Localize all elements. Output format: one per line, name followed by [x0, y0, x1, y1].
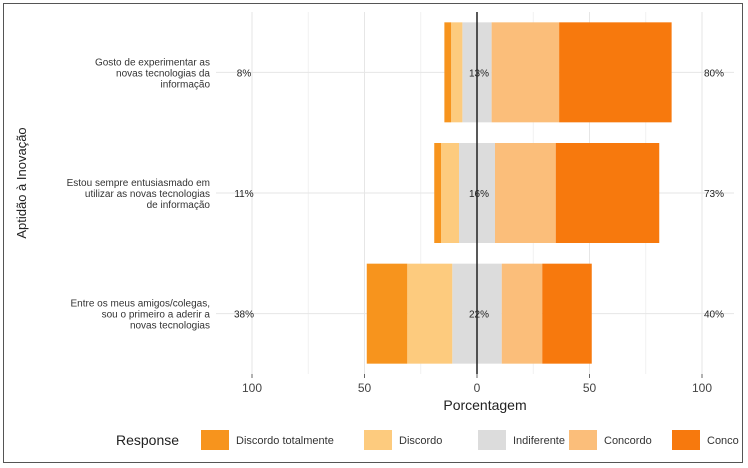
category-label: utilizar as novas tecnologias: [85, 189, 210, 200]
bar-segment-concordo-totalmente: [542, 263, 592, 364]
category-label: novas tecnologias da: [116, 68, 210, 79]
bar-segment-concordo: [495, 143, 556, 243]
x-tick-label: 100: [692, 381, 712, 395]
bar-segment-concordo: [491, 22, 560, 123]
x-tick-label: 100: [242, 381, 262, 395]
left-percent-label: 38%: [234, 310, 254, 321]
legend-swatch: [478, 430, 506, 450]
right-percent-label: 40%: [704, 310, 724, 321]
category-label: Estou sempre entusiasmado em: [67, 178, 210, 189]
legend-label: Discordo totalmente: [236, 435, 334, 447]
category-label: sou o primeiro a aderir a: [102, 310, 211, 321]
legend-label: Discordo: [399, 435, 442, 447]
legend-swatch: [569, 430, 597, 450]
center-percent-label: 13%: [469, 68, 489, 79]
left-percent-label: 11%: [234, 189, 253, 200]
bar-segment-discordo: [441, 143, 459, 243]
x-tick-label: 50: [358, 381, 372, 395]
bar-segment-discordo-totalmente: [366, 263, 408, 364]
x-tick-label: 0: [474, 381, 481, 395]
legend-title: Response: [116, 432, 179, 448]
bar-segment-indiferente-left: [452, 263, 477, 364]
legend-label: Indiferente: [513, 435, 565, 447]
bar-segment-discordo: [407, 263, 453, 364]
right-percent-label: 80%: [704, 68, 724, 79]
bar-segment-concordo: [501, 263, 543, 364]
bar-segment-indiferente-right: [477, 22, 492, 123]
bar-segment-concordo-totalmente: [559, 22, 672, 123]
x-tick-label: 50: [583, 381, 597, 395]
right-percent-label: 73%: [704, 189, 724, 200]
category-label: novas tecnologias: [130, 321, 210, 332]
category-label: Gosto de experimentar as: [95, 57, 210, 68]
bar-segment-indiferente-left: [459, 143, 477, 243]
chart-frame: 8% 13% 80% Gosto de experimentar as novas te…: [3, 3, 743, 463]
category-label: informação: [161, 79, 211, 90]
center-percent-label: 16%: [469, 189, 489, 200]
bar-segment-discordo: [451, 22, 463, 123]
legend-swatch: [364, 430, 392, 450]
x-axis-title: Porcentagem: [443, 397, 526, 413]
category-label: Entre os meus amigos/colegas,: [70, 299, 210, 310]
bar-segment-indiferente-left: [462, 22, 477, 123]
bar-segment-indiferente-right: [477, 263, 502, 364]
legend-label: Concordo: [604, 435, 652, 447]
y-axis-title: Aptidão à Inovação: [14, 127, 29, 238]
bar-segment-discordo-totalmente: [444, 22, 452, 123]
bar-segment-concordo-totalmente: [555, 143, 660, 243]
category-label: de informação: [147, 200, 211, 211]
legend-swatch: [672, 430, 700, 450]
center-percent-label: 22%: [469, 310, 489, 321]
left-percent-label: 8%: [237, 68, 252, 79]
legend-label: Conco: [707, 435, 739, 447]
bar-segment-discordo-totalmente: [434, 143, 441, 243]
legend-swatch: [201, 430, 229, 450]
bar-segment-indiferente-right: [477, 143, 495, 243]
